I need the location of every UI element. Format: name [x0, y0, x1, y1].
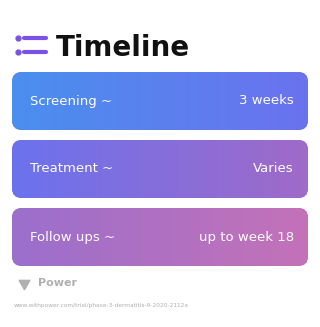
Text: Varies: Varies	[253, 163, 294, 176]
Text: Treatment ~: Treatment ~	[30, 163, 113, 176]
Text: 3 weeks: 3 weeks	[239, 95, 294, 108]
Text: Screening ~: Screening ~	[30, 95, 112, 108]
Text: Timeline: Timeline	[56, 34, 190, 62]
FancyBboxPatch shape	[12, 72, 308, 130]
FancyBboxPatch shape	[12, 208, 308, 266]
Text: up to week 18: up to week 18	[199, 231, 294, 244]
FancyBboxPatch shape	[12, 140, 308, 198]
Text: Power: Power	[38, 278, 77, 288]
Text: www.withpower.com/trial/phase-3-dermatitis-9-2020-2112a: www.withpower.com/trial/phase-3-dermatit…	[14, 302, 189, 307]
Text: Follow ups ~: Follow ups ~	[30, 231, 115, 244]
